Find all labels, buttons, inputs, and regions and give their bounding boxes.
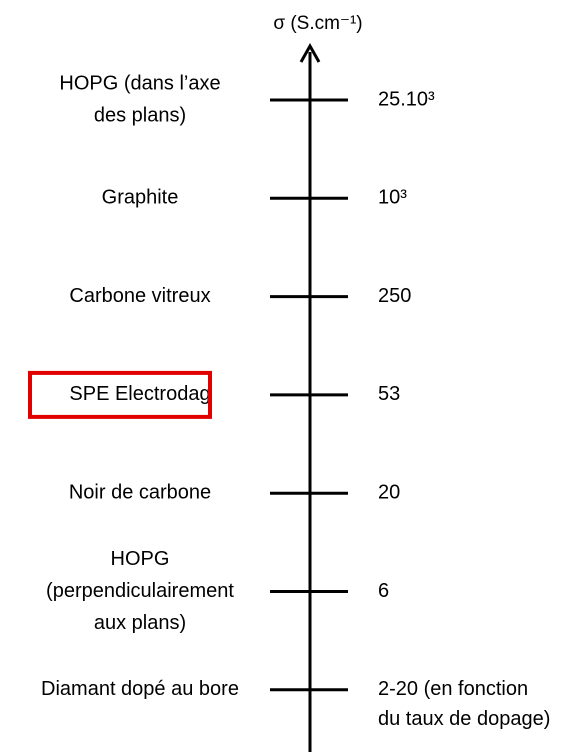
material-label: Graphite [102,187,179,209]
conductivity-value: 20 [378,481,400,503]
axis-arrow [299,42,321,63]
conductivity-value: 6 [378,580,389,602]
conductivity-value: 53 [378,383,400,405]
conductivity-value: 250 [378,285,411,307]
material-label: HOPG (dans l’axe [59,72,220,94]
axis-label: σ (S.cm⁻¹) [273,13,362,34]
material-label: HOPG [111,548,170,570]
conductivity-value: 25.10³ [378,88,435,110]
material-label: Diamant dopé au bore [41,678,239,700]
material-label: Noir de carbone [69,481,211,503]
material-label: (perpendiculairement [46,580,234,602]
conductivity-value: 10³ [378,187,407,209]
conductivity-value: 2-20 (en fonction [378,678,528,700]
material-label: SPE Electrodag [69,383,210,405]
material-label: des plans) [94,104,186,126]
material-label: Carbone vitreux [69,285,210,307]
material-label: aux plans) [94,612,186,634]
highlight-box [28,370,212,419]
conductivity-value: du taux de dopage) [378,708,550,730]
